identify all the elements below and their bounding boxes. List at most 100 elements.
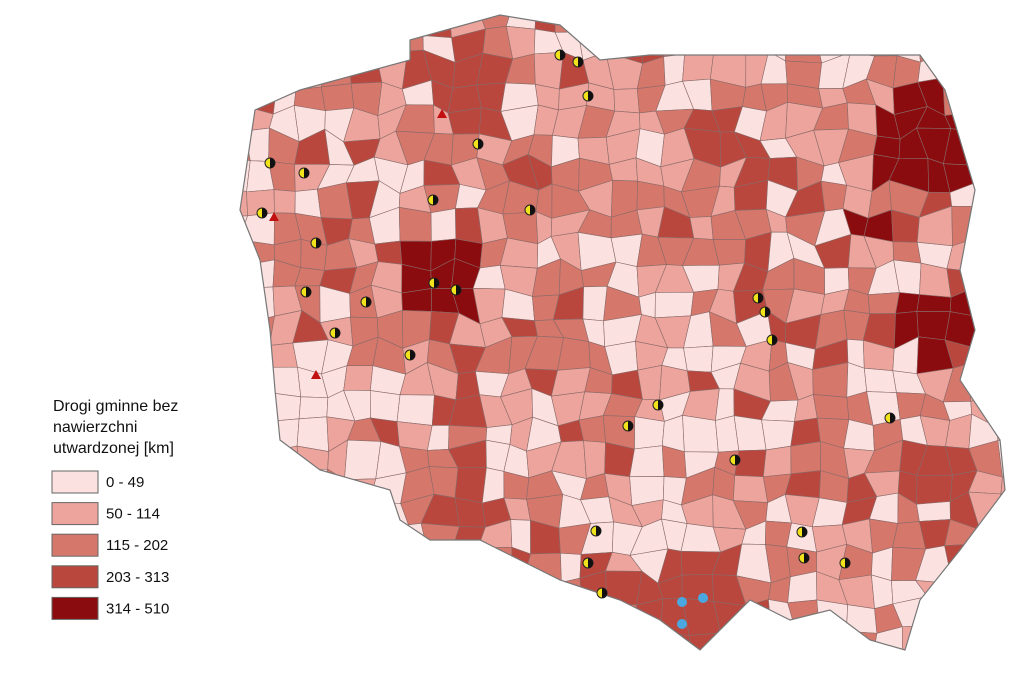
district [761, 648, 798, 650]
district [1002, 57, 1005, 85]
district [919, 262, 952, 298]
district [945, 607, 968, 630]
district [1002, 365, 1005, 396]
district [320, 51, 352, 88]
district [246, 555, 271, 581]
district [967, 105, 1005, 140]
symbol-half [658, 400, 663, 410]
district [762, 445, 792, 478]
district [476, 82, 506, 112]
district [582, 285, 608, 322]
district [583, 440, 606, 479]
district [241, 524, 273, 557]
district [240, 601, 274, 626]
legend-swatch [51, 502, 99, 526]
district [968, 15, 1003, 38]
district [321, 655, 356, 681]
district [740, 15, 767, 37]
district [1019, 525, 1023, 552]
district [273, 189, 296, 214]
district [395, 15, 426, 37]
district [425, 545, 452, 584]
district [531, 596, 559, 632]
district [299, 492, 321, 524]
district [968, 130, 1005, 166]
district [241, 342, 271, 371]
district [631, 675, 667, 681]
district [475, 605, 507, 636]
district [967, 79, 1005, 113]
district [657, 15, 693, 36]
district [353, 499, 379, 530]
district [298, 468, 329, 506]
district [916, 311, 951, 341]
symbol-half [588, 558, 593, 568]
district [793, 623, 821, 650]
district [629, 445, 665, 477]
district [554, 15, 579, 33]
district [796, 648, 821, 650]
symbol-half [890, 413, 895, 423]
district [843, 631, 878, 650]
district [1000, 472, 1005, 498]
district [240, 390, 249, 420]
district [428, 621, 460, 650]
district [397, 674, 429, 681]
district [369, 658, 403, 681]
district [710, 15, 747, 37]
district [370, 15, 402, 31]
district [371, 577, 409, 610]
district [291, 574, 327, 610]
district [505, 15, 537, 30]
district [998, 210, 1005, 243]
districts [223, 15, 1023, 681]
district [996, 259, 1005, 289]
district [846, 604, 878, 634]
district [296, 622, 321, 650]
district [737, 623, 772, 650]
legend: 0 - 49 50 - 114 115 - 202 203 - 313 314 - 51… [51, 470, 169, 620]
district [682, 414, 719, 453]
district [733, 415, 767, 452]
district [972, 543, 1004, 583]
district [529, 677, 562, 681]
district [896, 15, 922, 34]
district [636, 180, 665, 211]
district [813, 649, 845, 650]
district [577, 28, 617, 61]
district [482, 653, 512, 679]
district [813, 630, 847, 650]
district [240, 392, 269, 422]
district [320, 522, 358, 557]
symbol-half [845, 558, 850, 568]
district [347, 50, 383, 85]
district [946, 15, 982, 38]
district [945, 647, 973, 650]
symbol-half [765, 307, 770, 317]
district [243, 649, 277, 650]
district [867, 292, 900, 314]
district [579, 675, 615, 681]
district [396, 394, 435, 426]
district [787, 571, 818, 604]
district [995, 15, 1005, 34]
district [502, 650, 532, 681]
legend-swatch [51, 533, 99, 557]
district [266, 418, 300, 451]
district [347, 29, 384, 52]
district [603, 626, 638, 650]
district [241, 496, 277, 527]
district [240, 51, 249, 89]
district [396, 421, 433, 451]
district [244, 15, 272, 29]
legend-label: 50 - 114 [106, 506, 160, 523]
district [615, 15, 644, 36]
legend-swatch [51, 596, 99, 620]
district [344, 439, 382, 481]
district [975, 206, 1001, 243]
symbol-half [304, 168, 309, 178]
district [402, 621, 434, 650]
district [998, 544, 1005, 583]
district [223, 654, 246, 681]
